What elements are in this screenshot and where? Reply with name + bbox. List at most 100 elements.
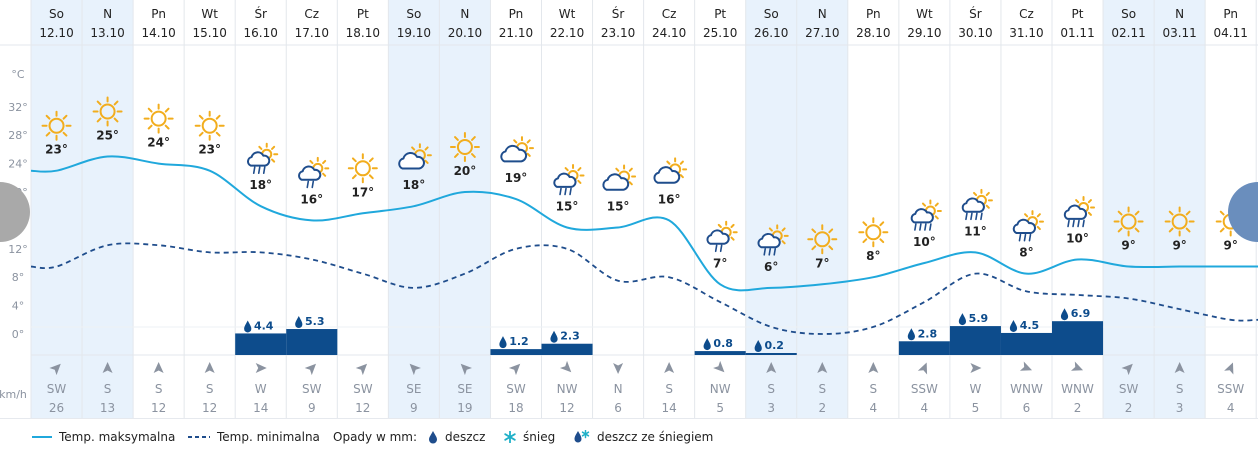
sun-ray — [351, 174, 357, 180]
sun-ray — [1117, 210, 1123, 216]
sun-ray — [215, 131, 221, 137]
wind-direction-label: WNW — [1010, 382, 1043, 396]
max-line-icon — [32, 436, 52, 438]
wind-arrow-icon — [255, 363, 267, 373]
legend-rain: deszcz — [428, 430, 485, 444]
sun-disc — [99, 103, 116, 120]
cloud-shape — [653, 166, 681, 184]
wind-arrow-icon — [409, 363, 421, 376]
sun-ray — [424, 159, 429, 164]
sun-ray — [730, 236, 735, 241]
wind-direction-label: SW — [302, 382, 322, 396]
date-label: 22.10 — [550, 26, 584, 40]
wind-arrow-icon — [508, 363, 521, 376]
date-label: 24.10 — [652, 26, 686, 40]
wind-speed-label: 13 — [100, 401, 115, 415]
wind-arrow-icon — [1019, 361, 1033, 371]
rain-stroke — [252, 166, 256, 174]
y-tick-label: 0° — [12, 328, 25, 341]
sun-ray — [717, 223, 722, 228]
wind-arrow-icon — [204, 362, 215, 373]
sun-ray — [96, 117, 102, 123]
precip-bar — [898, 341, 950, 355]
sun-ray — [351, 157, 357, 163]
wind-speed-label: 6 — [1023, 401, 1031, 415]
wind-speed-label: 2 — [1125, 401, 1133, 415]
wind-arrow-icon — [1224, 362, 1234, 375]
day-name-label: So — [1121, 7, 1136, 21]
max-temperature-label: 16° — [300, 192, 323, 206]
wind-direction-label: W — [255, 382, 267, 396]
y-tick-label: 32° — [8, 101, 28, 114]
sun-ray — [577, 167, 582, 172]
wind-arrow-icon — [868, 362, 879, 373]
date-label: 04.11 — [1213, 26, 1247, 40]
sun-ray — [62, 114, 68, 120]
sun-ray — [424, 146, 429, 151]
sun-cloud-rain-heavy-icon — [1063, 195, 1096, 228]
wind-speed-label: 4 — [1227, 401, 1235, 415]
sun-ray — [730, 223, 735, 228]
day-name-label: So — [406, 7, 421, 21]
sun-icon — [194, 110, 225, 141]
precip-bar — [1052, 321, 1104, 355]
date-label: 31.10 — [1009, 26, 1043, 40]
wind-arrow-icon — [102, 362, 113, 373]
sun-ray — [1185, 227, 1191, 233]
sun-ray — [1087, 211, 1092, 216]
sun-ray — [1185, 210, 1191, 216]
wind-direction-label: N — [614, 382, 623, 396]
precip-bar — [694, 351, 746, 355]
wind-arrow-icon — [917, 362, 928, 375]
wind-direction-label: S — [206, 382, 214, 396]
day-name-label: N — [818, 7, 827, 21]
sun-ray — [1075, 199, 1080, 204]
sleet-icon — [574, 430, 590, 443]
legend-max-label: Temp. maksymalna — [59, 430, 176, 444]
rain-stroke — [763, 248, 767, 256]
day-name-label: N — [460, 7, 469, 21]
day-name-label: Cz — [1019, 7, 1034, 21]
sun-ray — [628, 167, 633, 172]
wind-direction-label: WNW — [1061, 382, 1094, 396]
sun-disc — [865, 224, 882, 241]
sun-ray — [862, 221, 868, 227]
sun-ray — [215, 114, 221, 120]
rain-drop-icon — [295, 316, 303, 329]
sun-cloud-rain-icon — [247, 142, 279, 174]
snowflake-icon — [504, 431, 516, 443]
rain-stroke — [559, 187, 562, 196]
sun-ray — [666, 160, 671, 165]
sun-icon — [1113, 206, 1144, 237]
precip-value-label: 0.2 — [764, 339, 784, 352]
legend-snow: śnieg — [504, 430, 555, 444]
sun-ray — [828, 245, 834, 251]
sun-cloud-rain-icon — [757, 224, 789, 256]
cloud-shape — [706, 229, 730, 245]
rain-stroke — [975, 212, 978, 221]
date-label: 16.10 — [244, 26, 278, 40]
precip-value-label: 5.3 — [305, 315, 325, 328]
sun-ray — [1036, 213, 1041, 218]
wind-arrow-icon — [559, 360, 572, 373]
sun-ray — [1134, 210, 1140, 216]
sun-ray — [679, 174, 684, 179]
wind-direction-label: S — [818, 382, 826, 396]
max-temperature-label: 19° — [505, 171, 528, 185]
wind-speed-label: 18 — [508, 401, 523, 415]
sun-disc — [150, 110, 167, 127]
day-name-label: Pn — [866, 7, 881, 21]
sun-cloud-rain-heavy-icon — [961, 188, 993, 221]
day-name-label: So — [49, 7, 64, 21]
y-unit-label: °C — [11, 68, 25, 81]
wind-speed-label: 12 — [559, 401, 574, 415]
max-temperature-label: 10° — [913, 235, 936, 249]
wind-unit-label: km/h — [0, 388, 27, 401]
weekend-column — [745, 0, 797, 418]
max-temperature-label: 15° — [556, 200, 579, 214]
rain-stroke — [569, 187, 572, 196]
wind-arrow-icon — [970, 363, 982, 373]
day-name-label: Pt — [714, 7, 726, 21]
cloud-shape — [910, 208, 934, 224]
